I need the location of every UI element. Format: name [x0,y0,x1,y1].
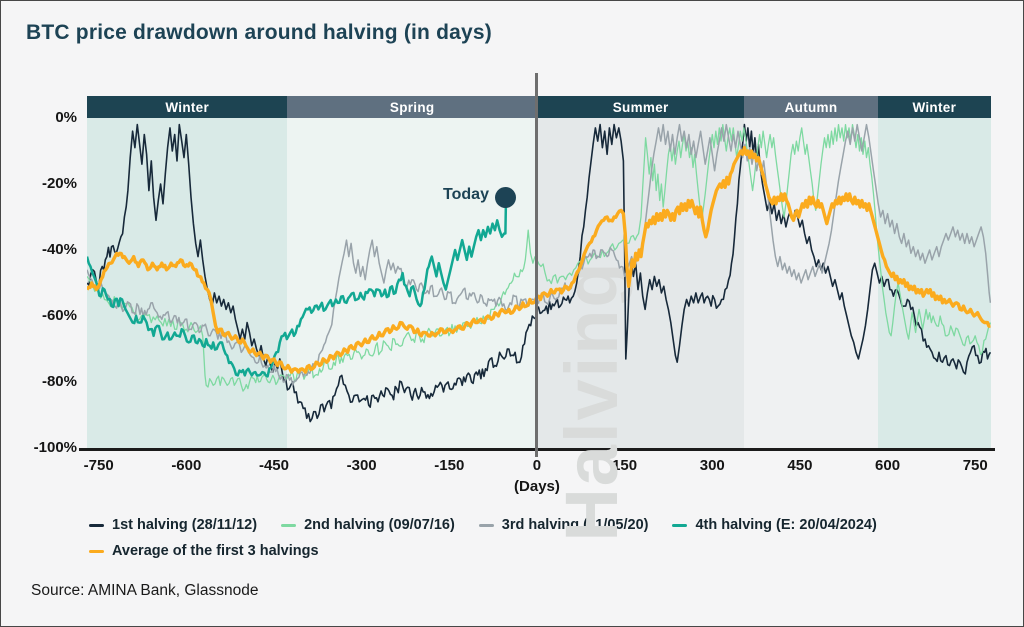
season-band-spring [287,118,537,448]
series-halving-1 [87,123,991,423]
x-axis-title: (Days) [514,478,560,495]
legend-item: 2nd halving (09/07/16) [281,517,455,533]
legend-swatch-icon [89,523,104,527]
y-axis: 0% -20% -40% -60% -80% -100% [1,109,81,458]
today-label: Today [443,186,489,204]
y-tick-label: -40% [41,241,77,258]
season-header-summer: Summer [536,96,745,118]
legend-item: 4th halving (E: 20/04/2024) [672,517,877,533]
legend-item-label: 2nd halving (09/07/16) [304,517,455,533]
x-tick-label: 150 [612,457,638,474]
legend-row: Average of the first 3 halvings [89,538,877,564]
page-title: BTC price drawdown around halving (in da… [26,21,492,44]
legend-swatch-icon [281,523,297,527]
y-tick-label: -80% [41,373,77,390]
season-band-winter [87,118,288,448]
x-tick-label: 600 [875,457,901,474]
legend-item-label: 1st halving (28/11/12) [112,517,258,533]
season-header-winter: Winter [87,96,288,118]
legend: 1st halving (28/11/12) 2nd halving (09/07… [89,512,877,564]
season-header-autumn: Autumn [744,96,878,118]
y-tick-label: -20% [41,175,77,192]
x-tick-label: 0 [532,457,542,474]
x-tick-label: 450 [787,457,813,474]
plot-area: Halving Today [87,118,991,542]
series-halving-4 [87,197,508,378]
series-halving-2 [87,123,991,392]
x-tick-label: -750 [83,457,114,474]
legend-item: Average of the first 3 halvings [89,543,319,559]
x-tick-label: -450 [258,457,289,474]
series-canvas [87,123,991,423]
season-header-winter: Winter [877,96,991,118]
x-tick-label: 750 [962,457,988,474]
season-band-winter [877,118,991,448]
legend-item-label: 4th halving (E: 20/04/2024) [695,517,877,533]
x-tick-label: -150 [434,457,465,474]
y-tick-label: -60% [41,307,77,324]
legend-item: 3rd halving (11/05/20) [478,517,649,533]
season-header-row: Winter Spring Summer Autumn Winter [87,96,991,118]
legend-swatch-icon [672,523,688,527]
legend-item-label: 3rd halving (11/05/20) [501,517,649,533]
legend-swatch-icon [89,549,104,553]
legend-swatch-icon [478,523,494,527]
y-tick-label: 0% [55,109,77,126]
series-halving-3 [87,123,991,387]
x-tick-label: 300 [699,457,725,474]
x-axis: (Days) -750 -600 -450 -300 -150 0 150 300 450 600… [83,457,991,501]
today-marker-dot [495,186,517,208]
legend-item-label: Average of the first 3 halvings [112,543,319,559]
legend-row: 1st halving (28/11/12) 2nd halving (09/07… [89,512,877,538]
y-tick-label: -100% [33,439,77,456]
source-credit: Source: AMINA Bank, Glassnode [31,582,259,599]
x-tick-label: -600 [171,457,202,474]
x-tick-label: -300 [346,457,377,474]
halving-vertical-line [535,73,539,457]
series-average [87,146,991,374]
season-header-spring: Spring [287,96,537,118]
legend-item: 1st halving (28/11/12) [89,517,257,533]
